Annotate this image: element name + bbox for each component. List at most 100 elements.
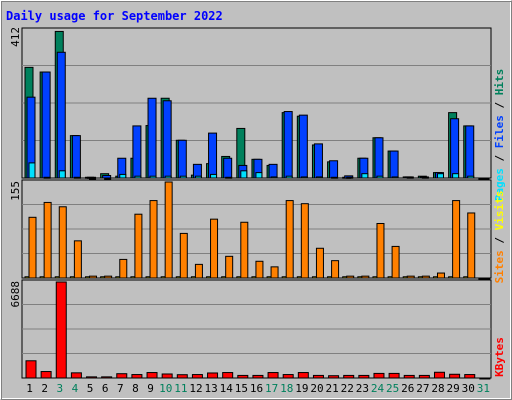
bar-pages-day-7 (119, 173, 127, 179)
bar-pages-day-12 (194, 175, 202, 179)
x-label-day-3: 3 (57, 382, 64, 395)
bar-pages-day-18 (285, 175, 293, 179)
bar-kbytes-day-27 (418, 374, 430, 379)
bar-sites-day-14 (225, 255, 234, 279)
bar-pages-day-17 (270, 176, 278, 179)
bar-files-day-4 (71, 135, 81, 179)
bar-pages-day-24 (376, 175, 384, 179)
bar-files-day-17 (268, 163, 278, 179)
x-label-day-5: 5 (87, 382, 94, 395)
x-label-day-23: 23 (356, 382, 369, 395)
bar-kbytes-day-1 (25, 360, 37, 379)
bar-pages-day-15 (240, 170, 248, 179)
bar-kbytes-day-17 (267, 372, 279, 379)
bar-pages-day-10 (164, 175, 172, 179)
bar-files-day-14 (223, 157, 233, 179)
x-label-day-11: 11 (174, 382, 187, 395)
bar-sites-day-2 (43, 201, 52, 279)
bar-sites-day-11 (179, 232, 188, 279)
x-label-day-20: 20 (310, 382, 323, 395)
bar-sites-day-10 (164, 181, 173, 279)
bar-sites-day-28 (436, 272, 445, 279)
bar-files-day-9 (147, 97, 157, 179)
bar-kbytes-day-11 (176, 374, 188, 379)
x-label-day-4: 4 (72, 382, 79, 395)
bar-kbytes-day-6 (101, 376, 113, 379)
x-label-day-6: 6 (102, 382, 109, 395)
bar-files-day-11 (177, 139, 187, 179)
bar-kbytes-day-20 (312, 374, 324, 379)
bar-files-day-20 (313, 143, 323, 179)
legend-sites: Sites (493, 250, 506, 283)
x-label-day-13: 13 (204, 382, 217, 395)
x-label-day-25: 25 (386, 382, 399, 395)
bar-sites-day-18 (285, 200, 294, 279)
bar-files-day-13 (208, 132, 218, 179)
bar-kbytes-day-14 (222, 372, 234, 379)
bar-pages-day-11 (179, 175, 187, 179)
y-max-kbytes: 6688 (9, 281, 22, 308)
bar-kbytes-day-31 (479, 377, 491, 380)
panel-kbytes (21, 279, 492, 380)
x-label-day-29: 29 (447, 382, 460, 395)
bar-sites-day-9 (149, 200, 158, 279)
bar-pages-day-6 (104, 177, 112, 180)
bar-pages-day-13 (210, 173, 218, 179)
bar-kbytes-day-19 (297, 372, 309, 379)
x-label-day-14: 14 (220, 382, 234, 395)
bar-pages-day-29 (452, 173, 460, 179)
bar-sites-day-20 (315, 247, 324, 279)
bar-pages-day-2 (43, 176, 51, 179)
bar-kbytes-day-12 (191, 374, 203, 379)
x-label-day-9: 9 (147, 382, 154, 395)
bar-kbytes-day-25 (388, 372, 400, 379)
bar-kbytes-day-10 (161, 373, 173, 379)
bar-kbytes-day-3 (55, 281, 67, 379)
legend-sep-2: / (493, 102, 506, 109)
y-max-sites: 155 (9, 181, 22, 201)
bar-pages-day-9 (149, 175, 157, 179)
x-label-day-17: 17 (265, 382, 278, 395)
bar-pages-day-14 (225, 176, 233, 179)
bar-files-day-25 (389, 150, 399, 179)
x-label-day-7: 7 (117, 382, 124, 395)
legend-visits: Visits (493, 191, 506, 231)
bar-kbytes-day-26 (403, 374, 415, 379)
bar-pages-day-31 (482, 177, 490, 180)
bar-pages-day-8 (134, 175, 142, 179)
bar-pages-day-26 (406, 176, 414, 179)
bar-kbytes-day-2 (40, 371, 52, 379)
bar-sites-day-13 (210, 218, 219, 279)
bar-sites-day-6 (104, 275, 113, 279)
chart-title: Daily usage for September 2022 (6, 9, 223, 23)
bar-files-day-2 (41, 71, 51, 179)
bar-pages-day-16 (255, 172, 263, 179)
bar-files-day-18 (283, 111, 293, 179)
bar-sites-day-27 (421, 275, 430, 279)
bar-pages-day-27 (421, 176, 429, 179)
bar-sites-day-3 (58, 206, 67, 279)
x-label-day-26: 26 (401, 382, 414, 395)
bar-sites-day-15 (240, 221, 249, 279)
bar-sites-day-31 (482, 277, 491, 280)
bar-kbytes-day-29 (449, 373, 461, 379)
x-label-day-28: 28 (431, 382, 444, 395)
bar-files-day-30 (465, 125, 475, 179)
bar-sites-day-23 (361, 275, 370, 279)
bar-pages-day-22 (346, 176, 354, 179)
bar-kbytes-day-28 (433, 371, 445, 379)
bar-kbytes-day-4 (70, 372, 82, 379)
bar-files-day-8 (132, 125, 142, 179)
x-label-day-27: 27 (416, 382, 429, 395)
bar-sites-day-12 (194, 263, 203, 279)
bar-kbytes-day-23 (358, 374, 370, 379)
x-label-day-8: 8 (132, 382, 139, 395)
bar-sites-day-24 (376, 222, 385, 279)
bar-sites-day-25 (391, 245, 400, 279)
bar-files-day-3 (56, 51, 66, 179)
bar-sites-day-21 (331, 260, 340, 279)
bar-pages-day-19 (300, 176, 308, 179)
bar-pages-day-1 (28, 162, 36, 179)
